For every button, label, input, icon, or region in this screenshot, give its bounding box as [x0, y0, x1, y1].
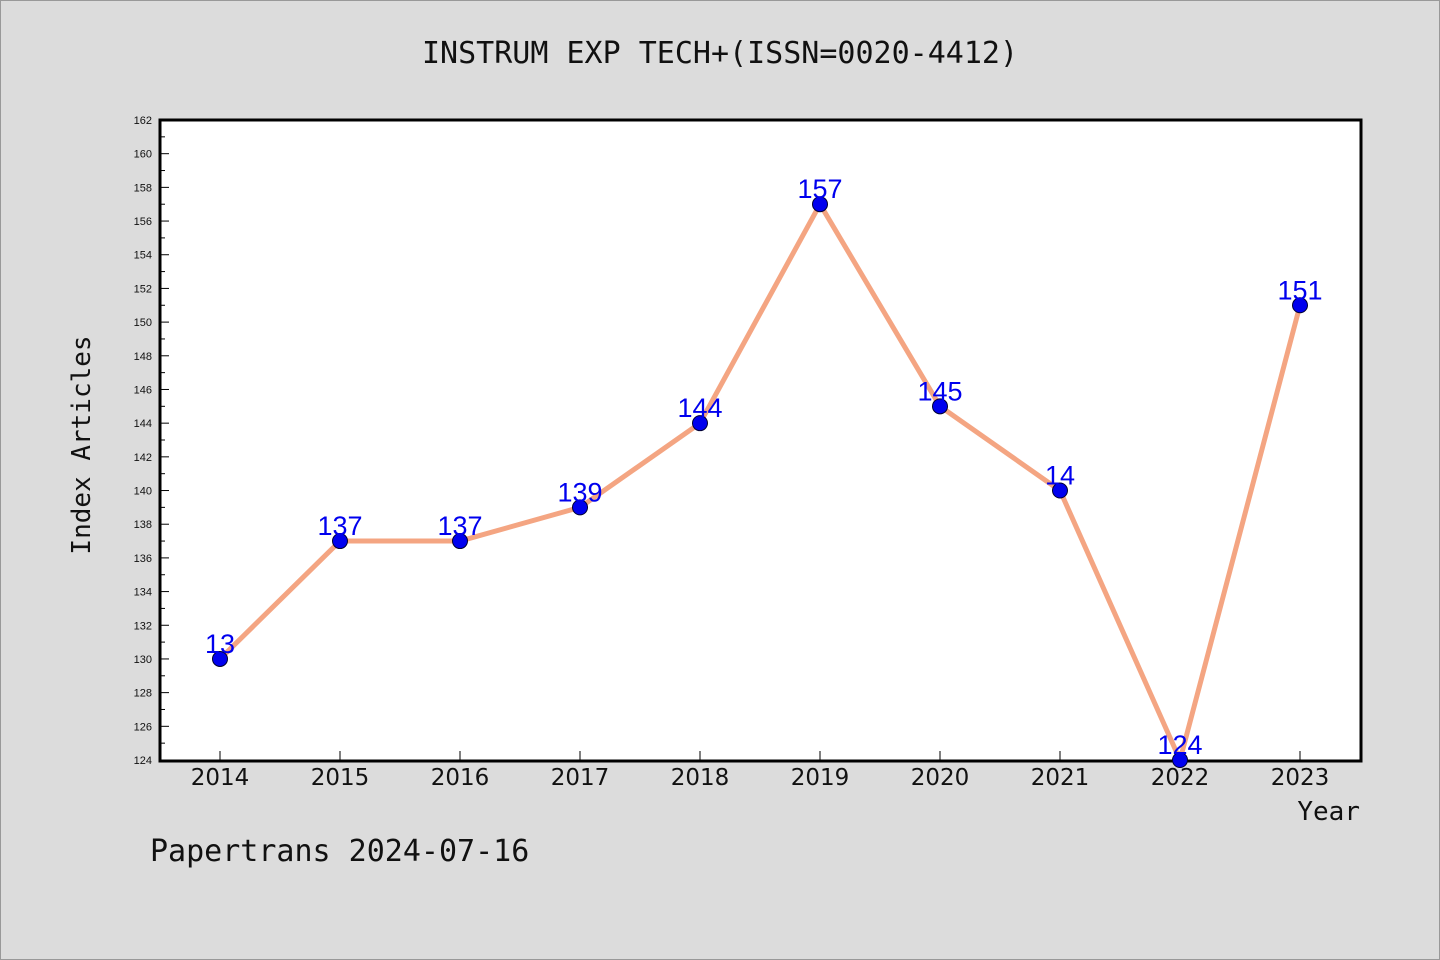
series-markers [212, 196, 1308, 768]
y-tick-label: 148 [134, 351, 152, 363]
y-tick-label: 146 [134, 384, 152, 396]
data-point [332, 533, 348, 550]
y-tick-label: 158 [134, 182, 152, 194]
y-tick-label: 156 [134, 216, 152, 228]
y-tick-label: 132 [134, 620, 152, 632]
data-point [1292, 297, 1308, 314]
x-tick-label: 2018 [671, 765, 730, 791]
chart-title: INSTRUM EXP TECH+(ISSN=0020-4412) [421, 36, 1019, 71]
x-tick-label: 2017 [551, 765, 610, 791]
y-tick-label: 140 [134, 486, 152, 498]
data-point [692, 415, 708, 432]
y-axis-label: Index Articles [67, 335, 97, 554]
data-point [1172, 752, 1188, 768]
y-tick-label: 126 [134, 721, 152, 733]
data-labels: 13 137 137 139 144 157 145 14 124 151 [205, 174, 1323, 760]
y-tick-label: 154 [134, 250, 152, 262]
y-tick-label: 138 [134, 519, 152, 531]
data-label: 139 [557, 477, 602, 507]
data-label: 137 [437, 511, 482, 541]
y-tick-label: 130 [134, 654, 152, 666]
y-tick-label: 136 [134, 553, 152, 565]
y-tick-label: 134 [134, 587, 152, 599]
x-tick-label: 2023 [1271, 765, 1330, 791]
x-tick-label: 2021 [1031, 765, 1090, 791]
data-label: 144 [677, 393, 722, 423]
y-tick-label: 124 [134, 755, 152, 767]
x-axis-label: Year [1297, 797, 1360, 827]
x-tick-label: 2020 [911, 765, 970, 791]
x-tick-label: 2015 [311, 765, 370, 791]
y-tick-label: 160 [134, 149, 152, 161]
y-axis: 124 126 128 130 132 134 136 138 140 142 144 146 148 1… [134, 115, 169, 767]
plot-area [158, 118, 1363, 763]
series-line [218, 201, 1303, 763]
data-label: 13 [205, 629, 235, 659]
data-label: 151 [1277, 275, 1322, 305]
x-tick-label: 2016 [431, 765, 490, 791]
y-tick-label: 152 [134, 283, 152, 295]
x-tick-label: 2022 [1151, 765, 1210, 791]
y-tick-label: 144 [134, 418, 152, 430]
y-tick-label: 150 [134, 317, 152, 329]
data-label: 157 [797, 174, 842, 204]
x-axis: 2014 2015 2016 2017 2018 2019 2020 2021 2022 2023 [191, 751, 1330, 791]
x-tick-label: 2014 [191, 765, 250, 791]
data-label: 145 [917, 376, 962, 406]
data-label: 137 [317, 511, 362, 541]
data-point [452, 533, 468, 550]
data-point [572, 499, 588, 516]
data-point [212, 650, 228, 667]
y-tick-label: 128 [134, 688, 152, 700]
footer-note: Papertrans 2024-07-16 [150, 834, 530, 869]
y-tick-label: 142 [134, 452, 152, 464]
data-point [932, 398, 948, 415]
data-point [1052, 482, 1068, 499]
data-label: 124 [1157, 730, 1202, 760]
x-tick-label: 2019 [791, 765, 850, 791]
data-point [812, 196, 828, 213]
y-tick-label: 162 [134, 115, 152, 127]
data-label: 14 [1045, 461, 1075, 491]
